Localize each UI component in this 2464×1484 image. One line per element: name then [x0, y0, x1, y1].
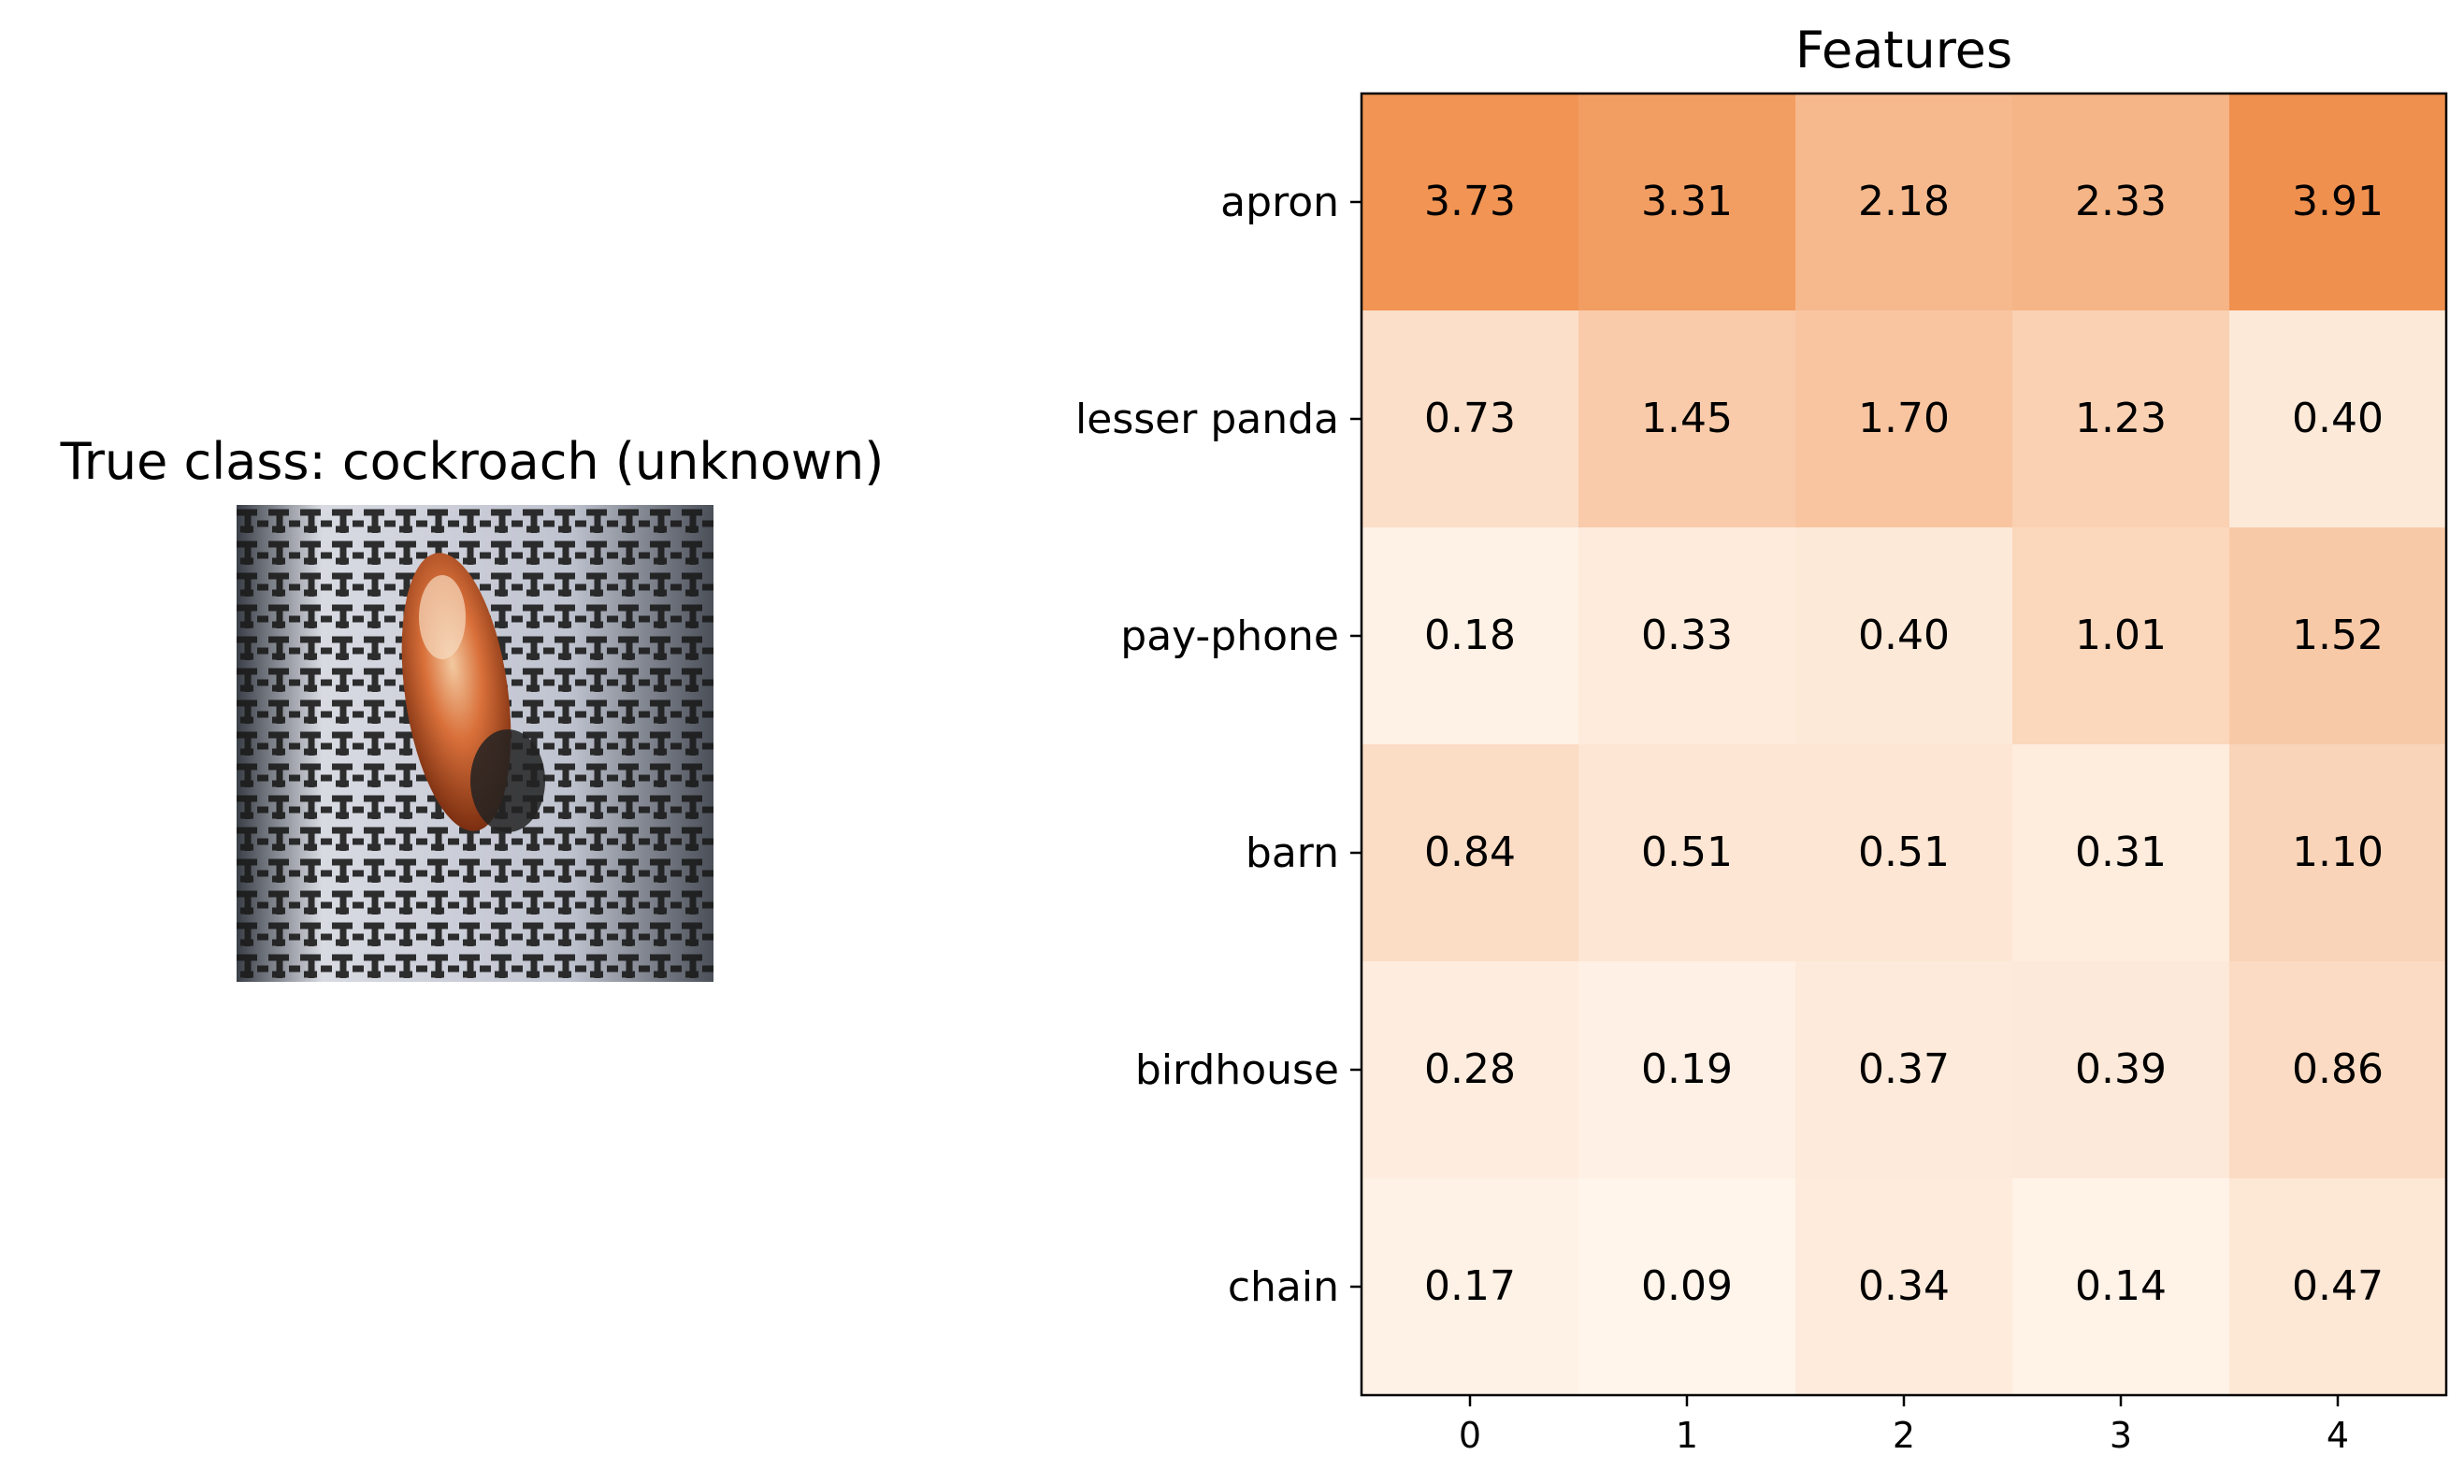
- cell-value-label: 0.18: [1424, 612, 1516, 659]
- cell-value-label: 3.91: [2292, 178, 2384, 225]
- cell-value-label: 0.84: [1424, 828, 1516, 876]
- cell-value-label: 0.28: [1424, 1045, 1516, 1093]
- heatmap-cell: [2012, 1178, 2229, 1395]
- cell-value-label: 0.51: [1858, 828, 1950, 876]
- cell-value-label: 0.39: [2075, 1045, 2167, 1093]
- cell-value-label: 0.51: [1641, 828, 1733, 876]
- cell-value-label: 0.37: [1858, 1045, 1950, 1093]
- heatmap-cell: [1362, 94, 1578, 310]
- chart-title: Features: [1794, 21, 2013, 79]
- cell-value-label: 0.40: [1858, 612, 1950, 659]
- heatmap-cell: [1362, 1178, 1578, 1395]
- x-tick-label: 0: [1459, 1415, 1481, 1456]
- heatmap-cell: [1362, 744, 1578, 961]
- cell-value-label: 0.33: [1641, 612, 1733, 659]
- image-title: True class: cockroach (unknown): [60, 432, 885, 491]
- cell-value-label: 1.01: [2075, 612, 2167, 659]
- cell-value-label: 0.34: [1858, 1262, 1950, 1310]
- x-tick-label: 4: [2327, 1415, 2349, 1456]
- heatmap-cell: [1795, 94, 2012, 310]
- cell-value-label: 2.33: [2075, 178, 2167, 225]
- heatmap-cell: [1362, 527, 1578, 744]
- cell-value-label: 0.31: [2075, 828, 2167, 876]
- cell-value-label: 0.47: [2292, 1262, 2384, 1310]
- heatmap-cell: [1578, 94, 1795, 310]
- cell-value-label: 0.86: [2292, 1045, 2384, 1093]
- x-tick-label: 2: [1893, 1415, 1915, 1456]
- y-tick-label: apron: [1220, 179, 1339, 226]
- y-tick-label: barn: [1246, 829, 1339, 877]
- heatmap-cell: [2012, 527, 2229, 744]
- y-tick-label: lesser panda: [1075, 396, 1339, 443]
- heatmap-cell: [2229, 527, 2446, 744]
- cell-value-label: 0.14: [2075, 1262, 2167, 1310]
- cell-value-label: 1.52: [2292, 612, 2384, 659]
- heatmap-cell: [2229, 961, 2446, 1178]
- heatmap-cell: [1578, 744, 1795, 961]
- heatmap-cell: [1578, 1178, 1795, 1395]
- cell-value-label: 2.18: [1858, 178, 1950, 225]
- heatmap-cell: [2229, 1178, 2446, 1395]
- heatmap-cell: [1578, 310, 1795, 527]
- cell-value-label: 0.09: [1641, 1262, 1733, 1310]
- heatmap-cell: [1578, 527, 1795, 744]
- x-tick-label: 3: [2110, 1415, 2132, 1456]
- heatmap-cell: [1795, 310, 2012, 527]
- heatmap-cell: [2229, 94, 2446, 310]
- heatmap-cell: [2012, 961, 2229, 1178]
- cell-value-label: 1.23: [2075, 395, 2167, 442]
- y-tick-label: birdhouse: [1135, 1046, 1339, 1094]
- cell-value-label: 3.73: [1424, 178, 1516, 225]
- heatmap-cell: [1795, 1178, 2012, 1395]
- heatmap-cell: [2012, 310, 2229, 527]
- cell-value-label: 1.45: [1641, 395, 1733, 442]
- heatmap-cell: [1362, 310, 1578, 527]
- cell-value-label: 0.17: [1424, 1262, 1516, 1310]
- heatmap-cell: [1795, 744, 2012, 961]
- heatmap-cell: [1578, 961, 1795, 1178]
- cell-value-label: 0.73: [1424, 395, 1516, 442]
- cell-value-label: 3.31: [1641, 178, 1733, 225]
- heatmap-cell: [1795, 527, 2012, 744]
- heatmap-cell: [1795, 961, 2012, 1178]
- sample-image: [237, 505, 713, 982]
- y-tick-label: chain: [1228, 1263, 1339, 1311]
- cell-value-label: 0.19: [1641, 1045, 1733, 1093]
- y-tick-label: pay-phone: [1120, 612, 1339, 660]
- heatmap-cell: [2229, 744, 2446, 961]
- x-tick-label: 1: [1676, 1415, 1698, 1456]
- heatmap-cell: [2012, 744, 2229, 961]
- cell-value-label: 1.10: [2292, 828, 2384, 876]
- heatmap-cell: [1362, 961, 1578, 1178]
- heatmap-cell: [2229, 310, 2446, 527]
- heatmap-cell: [2012, 94, 2229, 310]
- cell-value-label: 1.70: [1858, 395, 1950, 442]
- cell-value-label: 0.40: [2292, 395, 2384, 442]
